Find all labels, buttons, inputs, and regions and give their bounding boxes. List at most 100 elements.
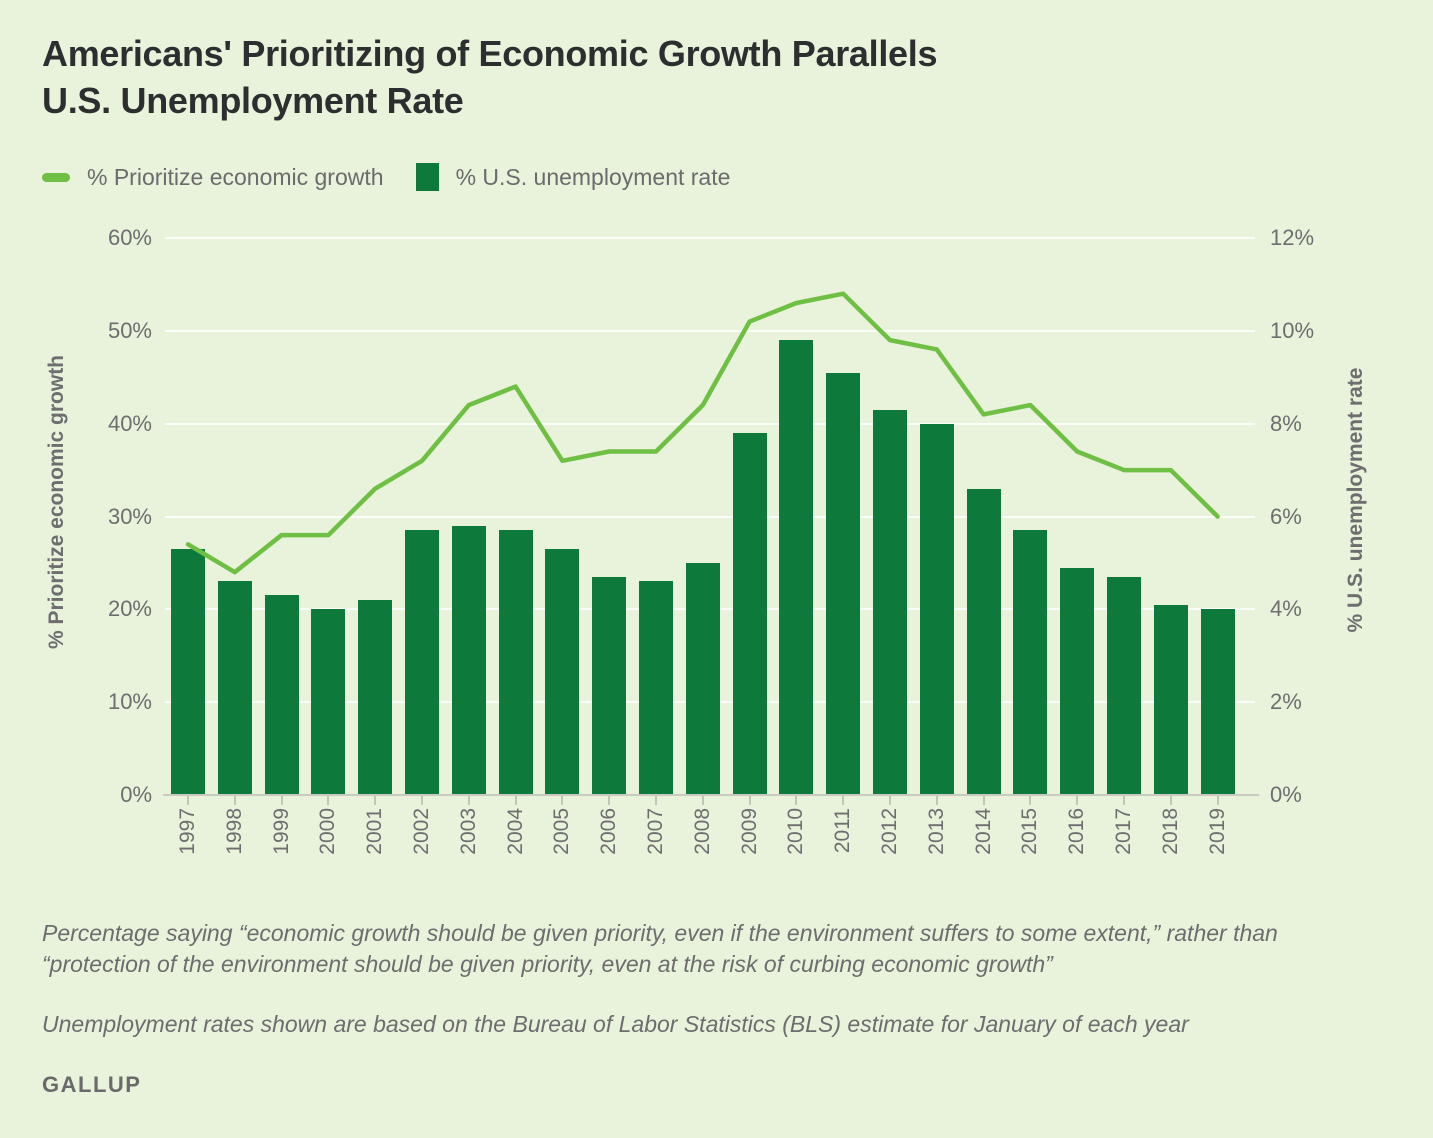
x-axis-tick-2007: [655, 796, 657, 805]
legend-item-unemployment: % U.S. unemployment rate: [415, 163, 730, 191]
bar-2002: [405, 530, 439, 795]
x-axis-tick-2012: [889, 796, 891, 805]
year-label-2002: 2002: [410, 808, 433, 855]
bar-2004: [498, 530, 533, 795]
unemployment-source-note: Unemployment rates shown are based on th…: [42, 1011, 1189, 1037]
x-axis-tick-2004: [514, 796, 517, 805]
x-axis-tick-2015: [1029, 796, 1032, 805]
right-axis-title: % U.S. unemployment rate: [1344, 367, 1367, 633]
x-axis-tick-2009: [748, 796, 751, 805]
bar-2015: [1013, 530, 1048, 795]
bar-1998: [217, 581, 252, 795]
bar-2013: [919, 423, 954, 795]
year-label-2012: 2012: [878, 808, 901, 855]
bar-1999: [264, 595, 299, 795]
x-axis-tick-2018: [1169, 796, 1172, 805]
page-title: Americans' Prioritizing of Economic Grow…: [42, 30, 937, 124]
left-axis-title: % Prioritize economic growth: [45, 354, 68, 650]
year-label-2008: 2008: [690, 808, 714, 855]
year-label-2010: 2010: [784, 808, 808, 855]
year-label-2019: 2019: [1205, 808, 1229, 855]
year-label-2017: 2017: [1112, 808, 1135, 855]
x-axis-tick-2000: [327, 796, 330, 805]
left-axis-label-30: 30%: [107, 503, 152, 529]
year-label-2013: 2013: [924, 808, 948, 855]
bar-2007: [639, 581, 673, 795]
right-axis-label-8: 8%: [1270, 410, 1302, 436]
year-label-2001: 2001: [363, 808, 387, 855]
x-axis-tick-2003: [467, 796, 470, 805]
prioritize-growth-trend-line: [185, 291, 1220, 575]
year-label-2003: 2003: [456, 808, 480, 855]
bar-2005: [545, 548, 580, 795]
right-axis-label-2: 2%: [1270, 689, 1302, 715]
bar-2006: [592, 576, 627, 795]
bar-2018: [1153, 604, 1188, 795]
x-axis-tick-2017: [1123, 796, 1125, 805]
trend-line-layer: [185, 291, 1220, 575]
bar-2001: [358, 600, 393, 795]
year-label-2006: 2006: [597, 808, 621, 855]
bar-2008: [685, 562, 720, 795]
x-axis-tick-2013: [935, 796, 938, 805]
right-axis-label-12: 12%: [1270, 225, 1315, 250]
bar-2016: [1060, 567, 1095, 795]
left-axis-label-60: 60%: [107, 225, 152, 250]
bar-2009: [732, 432, 767, 795]
x-axis-tick-1997: [187, 796, 189, 805]
year-label-1998: 1998: [222, 808, 246, 855]
year-label-2018: 2018: [1158, 808, 1182, 855]
year-label-1999: 1999: [269, 808, 293, 855]
left-axis-label-40: 40%: [107, 410, 152, 436]
year-label-2011: 2011: [831, 808, 855, 854]
year-label-1997: 1997: [176, 808, 199, 855]
right-axis-label-0: 0%: [1270, 782, 1302, 807]
right-axis-label-6: 6%: [1270, 503, 1302, 529]
line-series-swatch-icon: [42, 172, 70, 182]
x-axis-tick-2001: [374, 796, 377, 805]
left-axis-label-50: 50%: [107, 317, 152, 343]
x-axis-tick-2008: [701, 796, 704, 805]
legend-label-prioritize-growth: % Prioritize economic growth: [87, 163, 384, 190]
bar-2003: [451, 525, 486, 795]
left-axis-label-10: 10%: [107, 689, 152, 715]
page-title-line1: Americans' Prioritizing of Economic Grow…: [42, 33, 938, 74]
year-label-2004: 2004: [503, 808, 527, 855]
bar-2019: [1200, 609, 1235, 795]
year-label-2014: 2014: [971, 808, 995, 855]
bar-2000: [311, 609, 346, 795]
gridline-60: [165, 237, 1255, 239]
bar-series-swatch-icon: [415, 163, 439, 191]
x-axis-tick-2011: [842, 796, 845, 805]
x-axis-tick-1998: [233, 796, 236, 805]
bar-2010: [779, 340, 814, 795]
year-label-2015: 2015: [1018, 808, 1042, 855]
left-axis-label-0: 0%: [120, 782, 152, 807]
page-title-line2: U.S. Unemployment Rate: [42, 80, 464, 121]
bar-2011: [826, 372, 861, 795]
x-axis-tick-2019: [1216, 796, 1219, 805]
x-axis-tick-2014: [982, 796, 985, 805]
gridline-40: [165, 422, 1255, 425]
year-label-2005: 2005: [550, 808, 574, 855]
bar-2014: [966, 488, 1001, 795]
x-axis-tick-2010: [795, 796, 798, 805]
gridline-50: [165, 329, 1255, 332]
x-axis-tick-2006: [608, 796, 611, 805]
year-label-2000: 2000: [316, 808, 340, 855]
x-axis-tick-2016: [1076, 796, 1079, 805]
bar-1997: [171, 548, 205, 795]
gridline-30: [165, 515, 1255, 518]
year-label-2009: 2009: [737, 808, 761, 855]
x-axis-tick-2002: [421, 796, 423, 805]
left-axis-label-20: 20%: [107, 596, 152, 622]
right-axis-label-4: 4%: [1270, 596, 1302, 622]
x-axis-line: [163, 794, 1259, 796]
bar-2012: [873, 409, 907, 795]
right-axis-label-10: 10%: [1270, 317, 1315, 343]
gallup-wordmark: GALLUP: [42, 1072, 142, 1097]
year-label-2007: 2007: [644, 808, 667, 855]
x-axis-tick-1999: [280, 796, 283, 805]
